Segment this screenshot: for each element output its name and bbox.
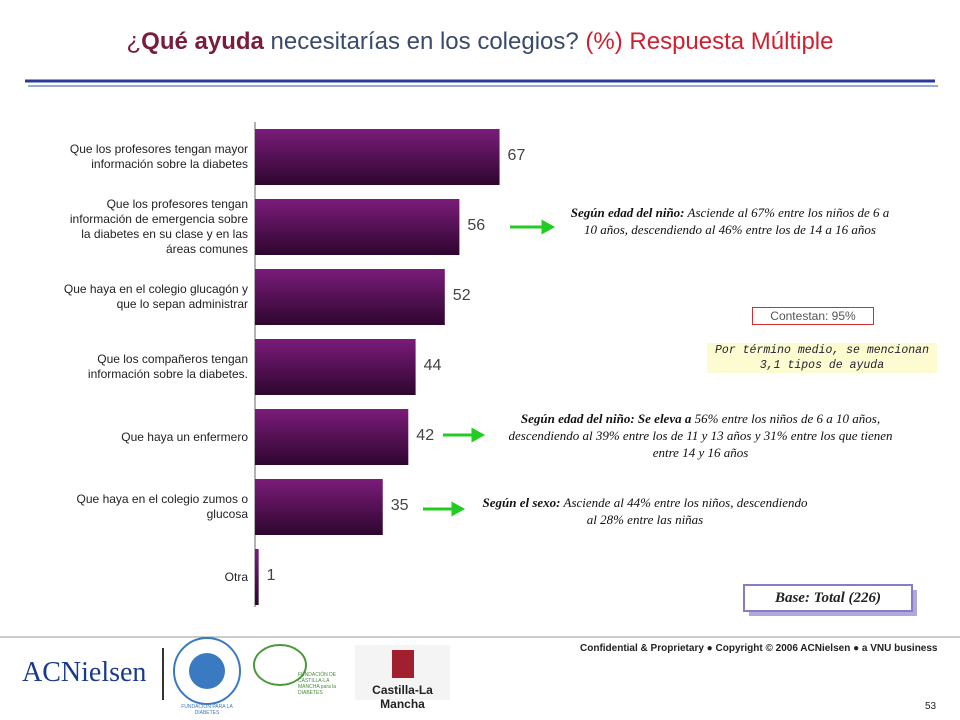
title-part: necesitarías en los colegios? (263, 28, 586, 55)
category-label: Que haya en el colegio zumos o glucosa (76, 492, 248, 521)
annotation: Según edad del niño: Se eleva a 56% entr… (498, 410, 903, 461)
value-label: 52 (452, 287, 471, 304)
value-label: 44 (423, 357, 442, 374)
title-part: Qué ayuda (141, 28, 264, 55)
title-part: ¿ (126, 28, 142, 55)
bar (255, 129, 500, 185)
page-number: 53 (925, 701, 937, 712)
bar (255, 549, 259, 605)
logo-crest (392, 650, 414, 678)
confidential: Confidential & Proprietary ● Copyright ©… (580, 643, 938, 654)
bar (255, 479, 383, 535)
annotation: Según el sexo: Asciende al 44% entre los… (480, 494, 810, 528)
category-label: Otra (224, 569, 248, 584)
bar (255, 409, 409, 465)
annotation-text: 56% entre los niños de 6 a 10 años, desc… (508, 411, 893, 460)
annotation: Según edad del niño: Asciende al 67% ent… (570, 204, 890, 238)
logo-ring (173, 637, 241, 705)
value-label: 1 (266, 567, 276, 584)
logo-leaf (253, 644, 307, 686)
base-label: Base: Total (226) (774, 590, 882, 606)
logo-acnielsen: ACNielsen (22, 657, 147, 688)
title: ¿Qué ayuda necesitarías en los colegios?… (0, 28, 960, 56)
category-label: Que los profesores tengan información de… (69, 197, 248, 256)
answered-box: Contestan: 95% (752, 307, 874, 325)
annotation-bold: Según edad del niño: (570, 205, 685, 220)
value-label: 67 (507, 147, 526, 164)
annotation-bold: Según edad del niño: Se eleva a (520, 411, 692, 426)
logo-mark (189, 653, 225, 689)
category-label: Que los compañeros tengan información so… (87, 352, 248, 381)
logo-clm: Castilla-La Mancha (372, 683, 433, 711)
title-part: (%) Respuesta Múltiple (585, 28, 834, 55)
value-label: 42 (416, 427, 435, 444)
arrows (423, 219, 556, 517)
base-box (743, 584, 913, 612)
annotation-text: Asciende al 44% entre los niños, descend… (560, 495, 808, 527)
bar (255, 269, 445, 325)
category-label: Que los profesores tengan mayor informac… (69, 142, 248, 171)
value-label: 56 (467, 217, 486, 234)
value-label: 35 (390, 497, 409, 514)
average-note: Por término medio, se mencionan 3,1 tipo… (707, 343, 937, 373)
bar (255, 339, 416, 395)
annotation-bold: Según el sexo: (482, 495, 561, 510)
category-label: Que haya en el colegio glucagón y que lo… (63, 282, 248, 311)
logo-fundacion: FUNDACIÓN PARA LA DIABETES (181, 704, 233, 716)
category-label: Que haya un enfermero (121, 429, 248, 444)
logo-fundacion-clm: FUNDACIÓN DE CASTILLA-LA MANCHA para la … (298, 672, 337, 696)
annotation-text: Asciende al 67% entre los niños de 6 a 1… (584, 205, 890, 237)
bar (255, 199, 460, 255)
